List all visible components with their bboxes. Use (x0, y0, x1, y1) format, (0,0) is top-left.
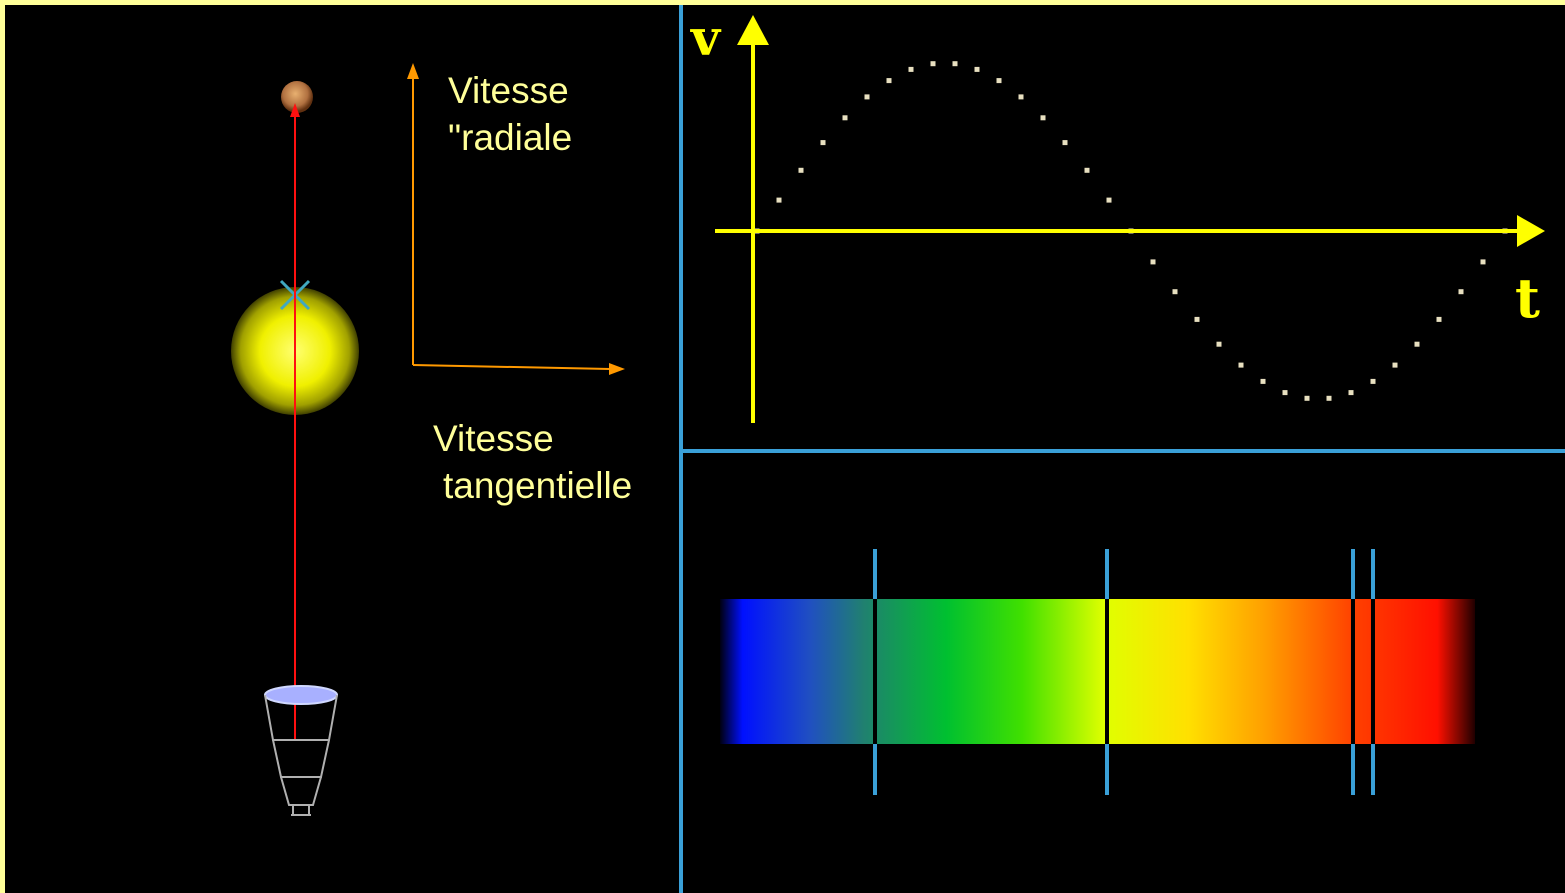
velocity-curve-point (996, 78, 1002, 84)
radial-velocity-label-line1: Vitesse (448, 70, 569, 111)
velocity-curve-point (1282, 390, 1288, 396)
velocity-axis-label: v (690, 8, 722, 67)
velocity-curve-point (1194, 316, 1200, 322)
tangential-velocity-label-line1: Vitesse (433, 418, 554, 459)
radial-velocity-label: Vitesse "radiale (448, 67, 572, 161)
velocity-curve-point (1018, 94, 1024, 100)
velocity-curve-point (1084, 167, 1090, 173)
velocity-curve-point (1150, 259, 1156, 265)
velocity-curve-point (1348, 390, 1354, 396)
velocity-curve-point (776, 197, 782, 203)
tangential-velocity-label: Vitesse tangentielle (433, 415, 632, 509)
spectrum-panel (720, 549, 1475, 795)
absorption-line (1371, 599, 1375, 744)
velocity-curve-point (1326, 395, 1332, 401)
velocity-curve-point (974, 66, 980, 72)
velocity-curve-point (1062, 140, 1068, 146)
absorption-line (1105, 599, 1109, 744)
velocity-curve-point (1216, 341, 1222, 347)
velocity-curve-point (842, 115, 848, 121)
velocity-axis-arrowhead (737, 15, 769, 45)
spectrum-band (720, 599, 1475, 744)
velocity-curve-point (930, 61, 936, 67)
velocity-curve-point (1172, 289, 1178, 295)
radial-velocity-label-line2: "radiale (448, 117, 573, 158)
radial-velocity-arrowhead (407, 63, 419, 79)
absorption-line (873, 599, 877, 744)
radial-velocity-diagram: v t (231, 5, 1565, 893)
time-axis-label: t (1515, 266, 1540, 330)
velocity-curve-point (1458, 289, 1464, 295)
velocity-curve-point (1106, 197, 1112, 203)
velocity-curve-point (908, 66, 914, 72)
velocity-curve-point (1304, 395, 1310, 401)
velocity-curve-point (1040, 115, 1046, 121)
velocity-axes (407, 63, 625, 375)
orbit-illustration (231, 63, 625, 816)
velocity-curve-point (952, 61, 958, 67)
velocity-curve-point (1414, 341, 1420, 347)
telescope-icon (264, 685, 338, 816)
time-axis-arrowhead (1517, 215, 1545, 247)
velocity-graph: v t (690, 8, 1545, 423)
velocity-curve-point (864, 94, 870, 100)
line-of-sight-arrowhead (290, 103, 300, 117)
velocity-curve (754, 61, 1508, 401)
velocity-curve-point (820, 140, 826, 146)
tangential-velocity-arrowhead (609, 363, 625, 375)
diagram-canvas: v t Vitesse "radiale Vitesse tangentiell… (5, 5, 1565, 893)
absorption-lines (873, 549, 1375, 795)
velocity-curve-point (1370, 378, 1376, 384)
absorption-line (1351, 599, 1355, 744)
planet (281, 81, 313, 113)
velocity-curve-point (1260, 378, 1266, 384)
tangential-velocity-arrow (412, 364, 611, 370)
velocity-curve-point (1392, 362, 1398, 368)
velocity-curve-point (1238, 362, 1244, 368)
velocity-curve-point (886, 78, 892, 84)
tangential-velocity-label-line2: tangentielle (443, 465, 633, 506)
velocity-curve-point (1436, 316, 1442, 322)
velocity-curve-point (798, 167, 804, 173)
velocity-curve-point (1480, 259, 1486, 265)
